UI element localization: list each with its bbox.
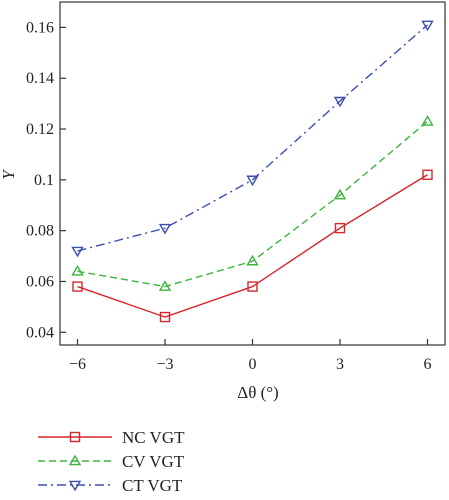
series-layer bbox=[71, 20, 434, 323]
data-point bbox=[421, 115, 434, 126]
x-tick-label: −3 bbox=[156, 356, 173, 373]
legend-item: CV VGT bbox=[38, 452, 185, 471]
legend-item: CT VGT bbox=[38, 476, 183, 495]
series-line-ct-vgt bbox=[77, 24, 428, 252]
series-line-nc-vgt bbox=[77, 174, 428, 318]
x-tick-label: −6 bbox=[69, 356, 86, 373]
legend-label: CV VGT bbox=[122, 452, 185, 471]
data-point bbox=[158, 223, 172, 235]
data-point bbox=[334, 222, 346, 234]
data-point bbox=[72, 281, 83, 292]
legend-marker bbox=[69, 431, 81, 443]
plot-frame bbox=[59, 1, 446, 346]
x-tick-label: 3 bbox=[336, 356, 344, 373]
legend-marker bbox=[68, 480, 82, 492]
data-point bbox=[333, 96, 347, 108]
y-tick-label: 0.16 bbox=[26, 19, 54, 36]
y-tick-label: 0.06 bbox=[26, 273, 54, 290]
y-tick-label: 0.04 bbox=[26, 324, 54, 341]
data-point bbox=[158, 280, 172, 291]
data-point bbox=[159, 311, 171, 323]
data-point bbox=[71, 246, 84, 258]
y-axis-title: Y bbox=[0, 169, 18, 180]
data-point bbox=[246, 175, 259, 187]
data-point bbox=[246, 254, 259, 266]
x-axis-ticks: −6 −3 0 3 6 bbox=[69, 339, 432, 373]
y-axis-ticks: 0.04 0.06 0.08 0.1 0.12 0.14 0.16 bbox=[26, 19, 66, 341]
legend: NC VGT CV VGT CT VGT bbox=[38, 428, 185, 495]
series-line-cv-vgt bbox=[77, 120, 428, 288]
y-tick-label: 0.12 bbox=[26, 121, 54, 138]
y-tick-label: 0.08 bbox=[26, 223, 54, 240]
legend-label: NC VGT bbox=[122, 428, 185, 447]
x-tick-label: 0 bbox=[249, 356, 257, 373]
data-point bbox=[421, 20, 434, 32]
data-point bbox=[71, 264, 84, 276]
legend-item: NC VGT bbox=[38, 428, 185, 447]
series-ct-vgt bbox=[71, 20, 434, 258]
data-point bbox=[247, 281, 258, 292]
legend-label: CT VGT bbox=[122, 476, 183, 495]
x-axis-title: Δθ (°) bbox=[237, 383, 278, 402]
x-tick-label: 6 bbox=[424, 356, 432, 373]
series-nc-vgt bbox=[72, 169, 433, 323]
y-tick-label: 0.14 bbox=[26, 70, 54, 87]
series-cv-vgt bbox=[71, 115, 434, 291]
legend-marker bbox=[68, 454, 82, 466]
data-point bbox=[333, 188, 347, 200]
data-point bbox=[422, 169, 433, 180]
y-tick-label: 0.1 bbox=[34, 172, 54, 189]
